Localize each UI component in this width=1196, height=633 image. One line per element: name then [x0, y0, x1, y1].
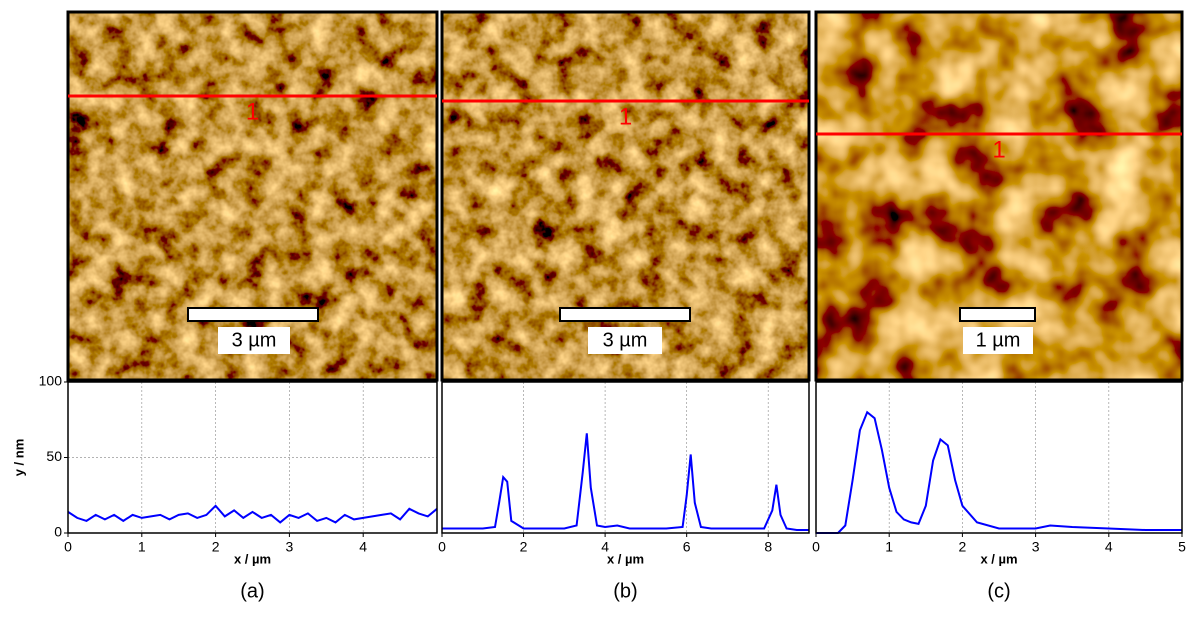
x-tick-label: 8: [764, 539, 772, 555]
panel-label: (c): [987, 580, 1010, 602]
scale-label-box: [588, 327, 662, 354]
panel-label: (b): [613, 580, 637, 602]
x-tick-label: 3: [286, 539, 294, 555]
y-tick-label: 0: [54, 524, 62, 540]
panel-label: (a): [240, 580, 264, 602]
x-tick-label: 0: [64, 539, 72, 555]
x-tick-label: 1: [885, 539, 893, 555]
profile-line: [816, 410, 1182, 534]
x-tick-label: 5: [1178, 539, 1186, 555]
x-tick-label: 0: [812, 539, 820, 555]
scale-bar: [959, 307, 1036, 322]
profile-line: [442, 433, 809, 531]
image-frame: [66, 10, 439, 382]
x-tick-label: 4: [1105, 539, 1113, 555]
afm-image: [816, 12, 1182, 380]
image-frame: [814, 10, 1184, 382]
x-axis-label: x / µm: [980, 551, 1017, 566]
scale-label: 1 µm: [976, 329, 1021, 351]
x-tick-label: 3: [1032, 539, 1040, 555]
x-tick-label: 0: [438, 539, 446, 555]
image-frame: [440, 10, 811, 382]
scale-bar: [187, 307, 319, 322]
profile-label: 1: [992, 136, 1005, 163]
y-axis-label: y / nm: [11, 439, 26, 477]
scale-label-box: [218, 327, 290, 354]
x-tick-label: 2: [212, 539, 220, 555]
afm-image: [68, 12, 437, 380]
y-tick-label: 100: [39, 373, 63, 389]
scale-bar: [559, 307, 691, 322]
scale-label-box: [963, 327, 1033, 354]
plot-frame: [441, 381, 810, 534]
profile-label: 1: [619, 103, 632, 130]
y-tick-label: 50: [46, 448, 62, 464]
profile-line: [67, 504, 438, 524]
x-tick-label: 2: [520, 539, 528, 555]
plot-frame: [815, 381, 1183, 534]
x-tick-label: 4: [359, 539, 367, 555]
x-tick-label: 1: [138, 539, 146, 555]
plot-frame: [67, 381, 438, 534]
x-tick-label: 4: [601, 539, 609, 555]
x-tick-label: 6: [683, 539, 691, 555]
x-axis-label: x / µm: [234, 551, 271, 566]
x-axis-label: x / µm: [607, 551, 644, 566]
profile-label: 1: [246, 98, 259, 125]
afm-image: [442, 12, 809, 380]
x-tick-label: 2: [959, 539, 967, 555]
scale-label: 3 µm: [603, 329, 648, 351]
scale-label: 3 µm: [232, 329, 277, 351]
